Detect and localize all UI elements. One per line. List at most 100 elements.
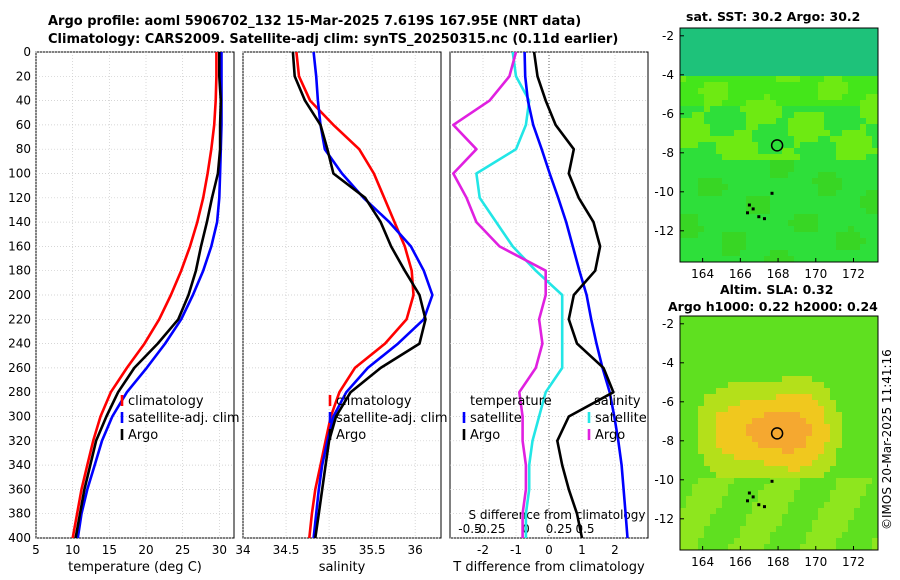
map-cell	[716, 358, 722, 364]
map-cell	[866, 328, 872, 334]
map-cell	[866, 220, 872, 226]
map-cell	[830, 256, 836, 262]
map-cell	[716, 328, 722, 334]
map-cell	[686, 430, 692, 436]
map-cell	[782, 112, 788, 118]
map-cell	[872, 220, 878, 226]
map-cell	[848, 106, 854, 112]
map-cell	[692, 172, 698, 178]
map-cell	[686, 178, 692, 184]
map-cell	[740, 166, 746, 172]
map-cell	[710, 364, 716, 370]
map-cell	[722, 76, 728, 82]
map-cell	[788, 94, 794, 100]
map-cell	[698, 526, 704, 532]
map-cell	[698, 178, 704, 184]
map-cell	[836, 238, 842, 244]
map-cell	[722, 388, 728, 394]
map-cell	[746, 370, 752, 376]
map-cell	[776, 58, 782, 64]
map-cell	[872, 46, 878, 52]
map-cell	[788, 526, 794, 532]
map-cell	[788, 496, 794, 502]
map-cell	[764, 142, 770, 148]
map-cell	[704, 448, 710, 454]
map-cell	[686, 46, 692, 52]
map-cell	[740, 430, 746, 436]
map-cell	[860, 226, 866, 232]
map-cell	[872, 502, 878, 508]
map-cell	[692, 118, 698, 124]
legend-label: Argo	[128, 428, 158, 443]
map-cell	[680, 208, 686, 214]
map-cell	[794, 124, 800, 130]
map-cell	[782, 154, 788, 160]
map-cell	[692, 100, 698, 106]
map-cell	[728, 466, 734, 472]
map-cell	[830, 316, 836, 322]
map-cell	[866, 520, 872, 526]
map-cell	[794, 424, 800, 430]
map-cell	[782, 460, 788, 466]
map-cell	[812, 478, 818, 484]
map-cell	[830, 232, 836, 238]
map-cell	[758, 346, 764, 352]
map-cell	[776, 358, 782, 364]
map-cell	[830, 172, 836, 178]
map-cell	[794, 76, 800, 82]
map-cell	[836, 28, 842, 34]
map-cell	[848, 118, 854, 124]
map-cell	[818, 238, 824, 244]
map-cell	[842, 514, 848, 520]
map-cell	[842, 418, 848, 424]
map-cell	[710, 430, 716, 436]
map-cell	[716, 472, 722, 478]
map-cell	[710, 496, 716, 502]
map-cell	[710, 394, 716, 400]
map-cell	[872, 478, 878, 484]
map-cell	[746, 148, 752, 154]
series-line	[523, 51, 629, 539]
map-cell	[752, 328, 758, 334]
map-cell	[800, 418, 806, 424]
map-cell	[806, 496, 812, 502]
map-cell	[782, 238, 788, 244]
map-cell	[758, 466, 764, 472]
map-cell	[794, 472, 800, 478]
map-cell	[794, 436, 800, 442]
map-cell	[716, 400, 722, 406]
map-cell	[794, 94, 800, 100]
map-cell	[728, 508, 734, 514]
map-cell	[770, 484, 776, 490]
map-cell	[872, 106, 878, 112]
map-cell	[848, 130, 854, 136]
map-cell	[722, 172, 728, 178]
map-cell	[758, 322, 764, 328]
map-cell	[728, 160, 734, 166]
map-cell	[752, 196, 758, 202]
map-cell	[818, 256, 824, 262]
map-cell	[836, 232, 842, 238]
map-cell	[752, 244, 758, 250]
map-cell	[686, 316, 692, 322]
map-cell	[860, 370, 866, 376]
map-cell	[860, 88, 866, 94]
map-cell	[728, 514, 734, 520]
map-cell	[836, 172, 842, 178]
map-cell	[752, 418, 758, 424]
map-cell	[806, 202, 812, 208]
map-cell	[800, 58, 806, 64]
map-cell	[680, 406, 686, 412]
map-cell	[788, 400, 794, 406]
map-cell	[704, 328, 710, 334]
map-cell	[824, 412, 830, 418]
map-cell	[728, 46, 734, 52]
map-cell	[740, 94, 746, 100]
map-cell	[704, 352, 710, 358]
map-cell	[872, 364, 878, 370]
map-cell	[824, 34, 830, 40]
map-cell	[710, 64, 716, 70]
map-cell	[686, 94, 692, 100]
map-cell	[806, 208, 812, 214]
map-cell	[866, 538, 872, 544]
